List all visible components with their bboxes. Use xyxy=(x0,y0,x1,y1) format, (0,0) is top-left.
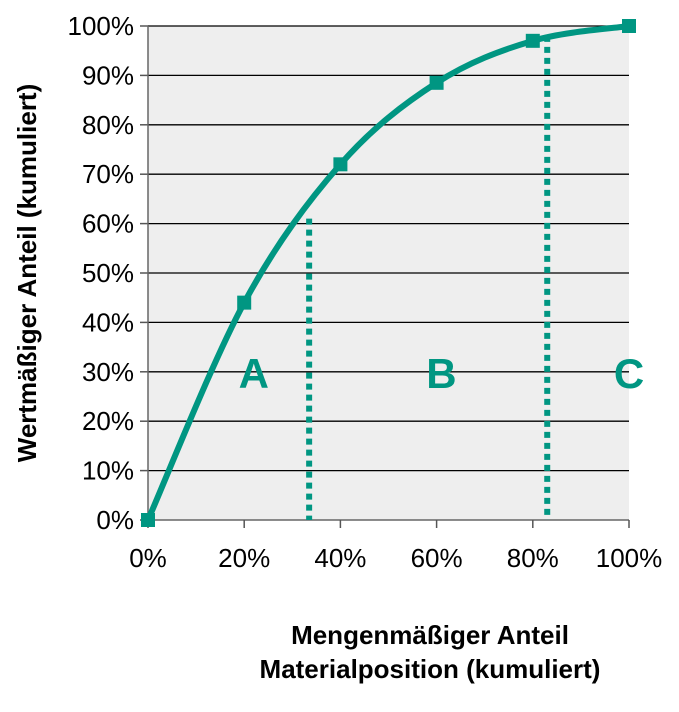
y-tick-label: 60% xyxy=(82,209,134,239)
y-tick-label: 70% xyxy=(82,159,134,189)
x-axis-title-line-2: Materialposition (kumuliert) xyxy=(260,654,601,684)
data-point-marker xyxy=(622,19,636,33)
x-tick-label: 0% xyxy=(129,543,167,573)
y-tick-label: 50% xyxy=(82,258,134,288)
y-tick-label: 10% xyxy=(82,456,134,486)
x-tick-labels: 0% 20% 40% 60% 80% 100% xyxy=(129,543,662,573)
data-point-marker xyxy=(237,295,252,310)
gridlines xyxy=(140,25,629,521)
y-tick-label: 30% xyxy=(82,357,134,387)
x-tick-label: 40% xyxy=(314,543,366,573)
data-point-marker xyxy=(525,33,540,48)
x-tick-label: 80% xyxy=(507,543,559,573)
y-tick-label: 100% xyxy=(68,11,135,41)
x-tick-label: 20% xyxy=(218,543,270,573)
data-point-marker xyxy=(429,75,444,90)
y-tick-label: 90% xyxy=(82,60,134,90)
y-tick-labels: 0% 10% 20% 30% 40% 50% 60% 70% 80% 90% 100% xyxy=(68,11,135,535)
y-tick-label: 20% xyxy=(82,406,134,436)
y-tick-label: 0% xyxy=(96,505,134,535)
data-point-marker xyxy=(141,513,155,527)
x-axis-title-line-1: Mengenmäßiger Anteil xyxy=(291,620,569,650)
zone-label: C xyxy=(614,350,644,397)
threshold-lines xyxy=(306,35,551,520)
y-tick-label: 80% xyxy=(82,110,134,140)
zone-labels: A B C xyxy=(239,350,645,397)
zone-label: A xyxy=(239,350,269,397)
series xyxy=(141,19,636,527)
y-axis-title: Wertmäßiger Anteil (kumuliert) xyxy=(12,84,42,463)
y-tick-label: 40% xyxy=(82,307,134,337)
data-point-marker xyxy=(333,157,348,172)
zone-label: B xyxy=(426,350,456,397)
x-tick-label: 60% xyxy=(411,543,463,573)
x-tick-label: 100% xyxy=(596,543,663,573)
